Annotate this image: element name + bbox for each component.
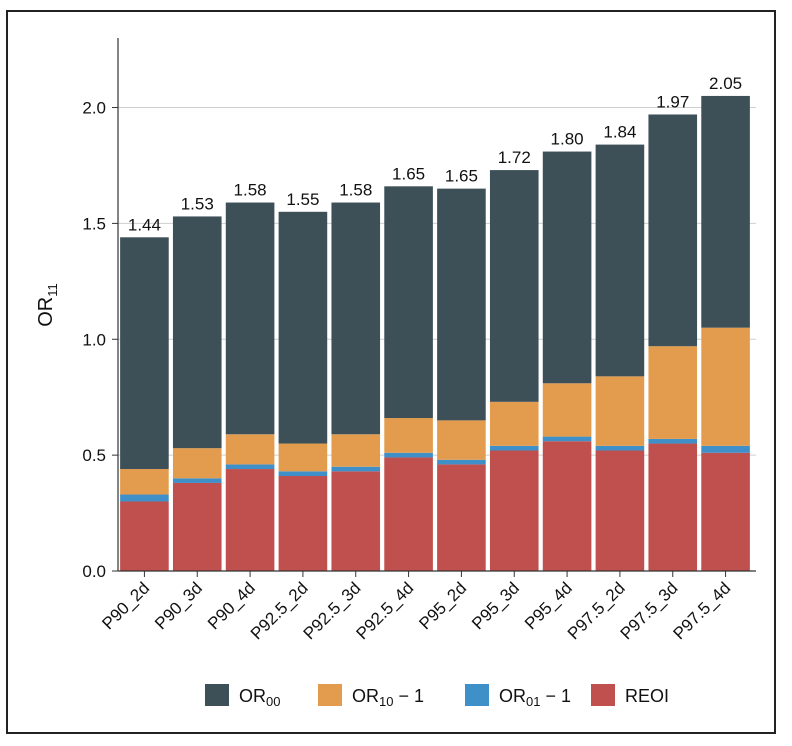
y-tick-label: 0.0 <box>82 562 106 581</box>
bar-segment <box>172 482 222 571</box>
bar-segment <box>225 202 275 435</box>
bar-segment <box>489 170 539 402</box>
bar-segment <box>331 434 381 467</box>
legend-label: OR01 − 1 <box>499 686 571 709</box>
bar-total-label: 1.58 <box>339 181 372 200</box>
bar-total-label: 1.65 <box>392 164 425 183</box>
bar-segment <box>701 445 750 453</box>
legend-swatch <box>465 684 489 706</box>
legend-swatch <box>318 684 342 706</box>
x-tick-label: P90_2d <box>98 578 153 633</box>
bar-segment <box>489 445 539 451</box>
bar-segment <box>172 478 222 483</box>
bar-total-label: 1.55 <box>286 190 319 209</box>
bar-segment <box>489 450 539 571</box>
bar-segment <box>384 186 433 419</box>
bar-segment <box>120 501 169 571</box>
bar-segment <box>437 188 486 421</box>
bar-segment <box>648 346 698 439</box>
y-tick-label: 0.5 <box>82 446 106 465</box>
legend-label: REOI <box>625 686 669 706</box>
bar-total-label: 1.80 <box>551 130 584 149</box>
bar-segment <box>331 466 381 472</box>
bar-segment <box>648 438 698 444</box>
bar-segment <box>542 436 592 442</box>
bar-segment <box>278 475 328 571</box>
bar-total-label: 1.44 <box>128 215 161 234</box>
bar-segment <box>437 464 486 571</box>
bar-segment <box>648 443 698 571</box>
legend-label: OR00 <box>239 686 280 709</box>
bar-segment <box>331 471 381 571</box>
bar-segment <box>542 383 592 437</box>
y-tick-label: 1.0 <box>82 330 106 349</box>
bar-segment <box>701 95 750 328</box>
bar-segment <box>701 327 750 446</box>
bar-segment <box>225 469 275 571</box>
bar-segment <box>542 441 592 571</box>
bar-segment <box>172 216 222 449</box>
bar-segment <box>701 452 750 571</box>
bar-segment <box>331 202 381 435</box>
bar-total-label: 1.72 <box>498 148 531 167</box>
bar-total-label: 1.58 <box>234 181 267 200</box>
bar-total-label: 1.97 <box>656 92 689 111</box>
bar-segment <box>120 237 169 470</box>
y-tick-label: 1.5 <box>82 214 106 233</box>
bar-segment <box>225 464 275 470</box>
bar-segment <box>595 445 645 451</box>
bar-segment <box>542 151 592 384</box>
legend-swatch <box>205 684 229 706</box>
bar-segment <box>648 114 698 347</box>
x-tick-label: P97.5_4d <box>670 578 735 643</box>
x-tick-label: P95_2d <box>415 578 470 633</box>
x-tick-label: P92.5_4d <box>353 578 418 643</box>
legend-swatch <box>591 684 615 706</box>
bar-segment <box>437 459 486 465</box>
bar-segment <box>384 457 433 571</box>
bar-total-label: 1.53 <box>181 194 214 213</box>
bar-segment <box>278 471 328 476</box>
bar-segment <box>384 452 433 458</box>
legend-label: OR10 − 1 <box>352 686 424 709</box>
bar-segment <box>225 434 275 465</box>
bar-segment <box>437 420 486 460</box>
bar-segment <box>595 376 645 446</box>
bar-segment <box>595 144 645 377</box>
bar-segment <box>278 211 328 444</box>
bar-segment <box>384 418 433 453</box>
bar-segment <box>595 450 645 571</box>
bar-segment <box>172 448 222 479</box>
bar-segment <box>120 494 169 502</box>
x-tick-label: P95_3d <box>468 578 523 633</box>
bar-segment <box>120 469 169 495</box>
bar-total-label: 1.65 <box>445 167 478 186</box>
bar-total-label: 2.05 <box>709 74 742 93</box>
bar-total-label: 1.84 <box>603 123 636 142</box>
x-tick-label: P90_3d <box>151 578 206 633</box>
y-axis-title: OR11 <box>35 283 60 327</box>
bar-segment <box>489 401 539 446</box>
bar-segment <box>278 443 328 472</box>
y-tick-label: 2.0 <box>82 99 106 118</box>
